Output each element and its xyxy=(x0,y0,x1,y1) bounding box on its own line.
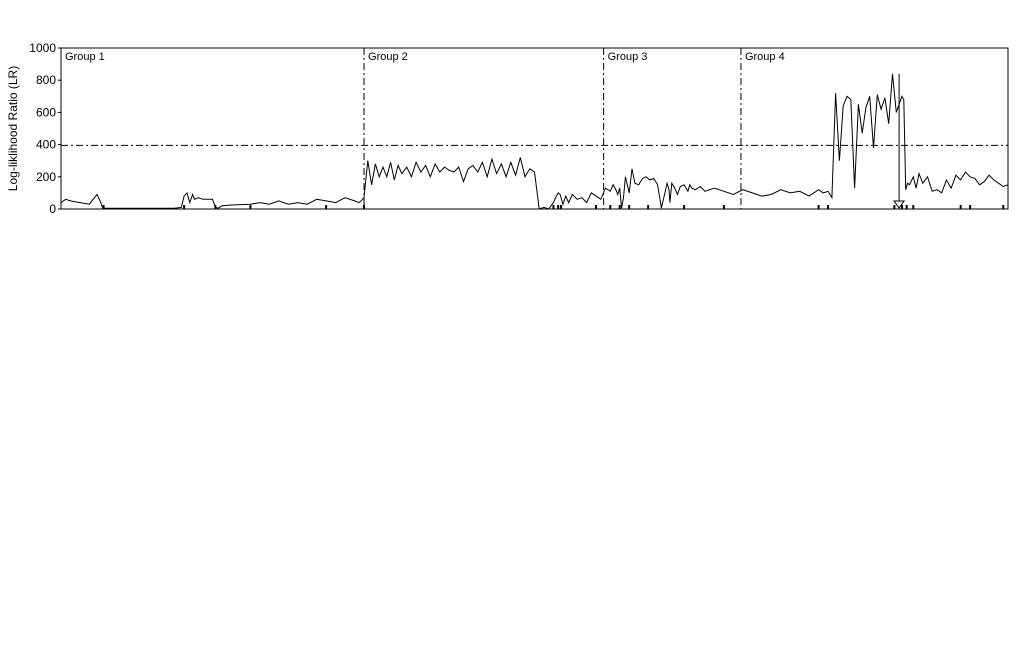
y-tick-label: 600 xyxy=(36,105,56,119)
group-label: Group 2 xyxy=(368,51,408,63)
y-tick-label: 200 xyxy=(36,170,56,184)
bottom-ticks xyxy=(102,205,1005,209)
y-axis-title: Log-liklihood Ratio (LR) xyxy=(6,66,20,191)
marker-arrow-head xyxy=(893,200,906,209)
group-label: Group 1 xyxy=(65,51,105,63)
series-layer xyxy=(60,73,1009,210)
marker-layer xyxy=(893,73,906,209)
series-line xyxy=(60,73,1009,210)
y-tick-label: 400 xyxy=(36,138,56,152)
group-label: Group 3 xyxy=(608,51,648,63)
plot-frame xyxy=(60,47,1009,210)
y-tick-label: 1000 xyxy=(29,41,56,55)
group-dividers: Group 1 Group 2 Group 3 Group 4 xyxy=(65,48,785,209)
axes-layer: 0 200 400 600 800 1000 Log-liklihood Ratio (LR… xyxy=(6,41,1009,216)
y-tick-label: 0 xyxy=(49,202,56,216)
group-label: Group 4 xyxy=(745,51,785,63)
y-tick-label: 800 xyxy=(36,73,56,87)
